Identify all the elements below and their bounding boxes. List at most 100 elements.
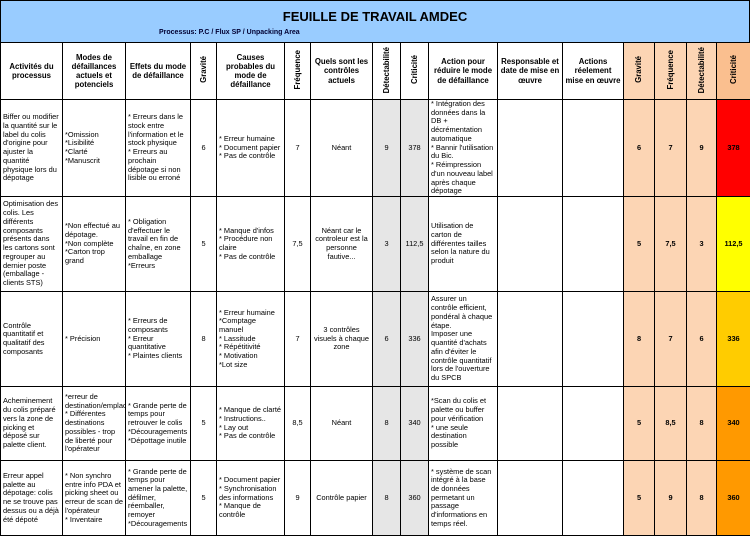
cell: 8,5 [655,387,687,461]
column-header: Responsable et date de mise en œuvre [498,43,563,100]
cell: 3 [373,197,401,292]
cell: 112,5 [717,197,750,292]
cell: Erreur appel palette au dépotage: colis … [1,461,63,536]
cell: * Obligation d'effectuer le travail en f… [126,197,191,292]
cell: 336 [401,292,429,387]
cell: * Non synchro entre info PDA et picking … [63,461,126,536]
cell: 6 [373,292,401,387]
table-row: Contrôle quantitatif et qualitatif des c… [1,292,750,387]
cell: 336 [717,292,750,387]
cell: 8 [687,461,717,536]
header-text: Gravité [199,56,208,83]
cell: 7,5 [655,197,687,292]
cell: * Erreur humaine *Comptage manuel * Lass… [217,292,285,387]
cell: *Non effectué au dépotage. *Non complète… [63,197,126,292]
cell: 6 [191,100,217,197]
cell: 378 [401,100,429,197]
cell: Néant car le controleur est la personne … [311,197,373,292]
cell: 7 [655,292,687,387]
cell: 7,5 [285,197,311,292]
column-header: Actions réelement mise en œuvre [563,43,624,100]
cell: * Précision [63,292,126,387]
column-header: Gravité [191,43,217,100]
cell [498,100,563,197]
cell: * Erreur humaine * Document papier * Pas… [217,100,285,197]
cell: 112,5 [401,197,429,292]
cell: *Scan du colis et palette ou buffer pour… [429,387,498,461]
table-row: Biffer ou modifier la quantité sur le la… [1,100,750,197]
cell: *erreur de destination/emplacement * Dif… [63,387,126,461]
cell: * Erreurs de composants * Erreur quantit… [126,292,191,387]
cell: 3 contrôles visuels à chaque zone [311,292,373,387]
cell [563,100,624,197]
cell: 9 [687,100,717,197]
cell [498,387,563,461]
cell: * Document papier * Synchronisation des … [217,461,285,536]
column-header: Causes probables du mode de défaillance [217,43,285,100]
column-header: Criticité [717,43,750,100]
column-header: Détectabilité [373,43,401,100]
cell: 378 [717,100,750,197]
column-header: Quels sont les contrôles actuels [311,43,373,100]
cell: *Omission *Lisibilité *Clarté *Manuscrit [63,100,126,197]
cell [498,292,563,387]
cell: 340 [401,387,429,461]
cell: * Grande perte de temps pour amener la p… [126,461,191,536]
cell: * Manque d'infos * Procédure non claire … [217,197,285,292]
cell: 7 [285,292,311,387]
cell: 8 [373,387,401,461]
header-text: Gravité [634,56,643,83]
cell [498,197,563,292]
cell: 5 [191,461,217,536]
cell: 6 [687,292,717,387]
cell: Optimisation des colis. Les différents c… [1,197,63,292]
column-header: Détectabilité [687,43,717,100]
column-header: Fréquence [655,43,687,100]
cell: 5 [624,197,655,292]
process: Processus: P.C / Flux SP / Unpacking Are… [159,29,300,36]
cell: 5 [191,387,217,461]
cell: 5 [624,461,655,536]
cell: * Erreurs dans le stock entre l'informat… [126,100,191,197]
header-text: Fréquence [293,50,302,89]
cell: 5 [624,387,655,461]
cell: 9 [373,100,401,197]
cell [563,292,624,387]
cell: Biffer ou modifier la quantité sur le la… [1,100,63,197]
column-header: Criticité [401,43,429,100]
header-text: Criticité [410,55,419,84]
cell: 340 [717,387,750,461]
cell: 8 [687,387,717,461]
cell: * Manque de clarté * Instructions.. * La… [217,387,285,461]
column-header: Action pour réduire le mode de défaillan… [429,43,498,100]
column-header: Gravité [624,43,655,100]
column-header: Effets du mode de défaillance [126,43,191,100]
cell: 7 [285,100,311,197]
cell: * système de scan intégré à la base de d… [429,461,498,536]
header-band: FEUILLE DE TRAVAIL AMDEC Processus: P.C … [0,0,750,42]
cell: Acheminement du colis préparé vers la zo… [1,387,63,461]
title: FEUILLE DE TRAVAIL AMDEC [1,9,749,24]
cell: 8 [191,292,217,387]
cell: Assurer un contrôle efficient, pondéral … [429,292,498,387]
header-text: Criticité [729,55,738,84]
cell: 360 [401,461,429,536]
cell [563,197,624,292]
cell [498,461,563,536]
cell: 7 [655,100,687,197]
column-header: Fréquence [285,43,311,100]
header-text: Détectabilité [382,47,391,93]
cell: Néant [311,387,373,461]
column-header: Activités du processus [1,43,63,100]
cell [563,387,624,461]
header-text: Détectabilité [697,47,706,93]
cell: * Intégration des données dans la DB + d… [429,100,498,197]
cell: Contrôle quantitatif et qualitatif des c… [1,292,63,387]
cell: 9 [285,461,311,536]
table-row: Erreur appel palette au dépotage: colis … [1,461,750,536]
table-row: Optimisation des colis. Les différents c… [1,197,750,292]
cell: 6 [624,100,655,197]
cell: 8 [624,292,655,387]
